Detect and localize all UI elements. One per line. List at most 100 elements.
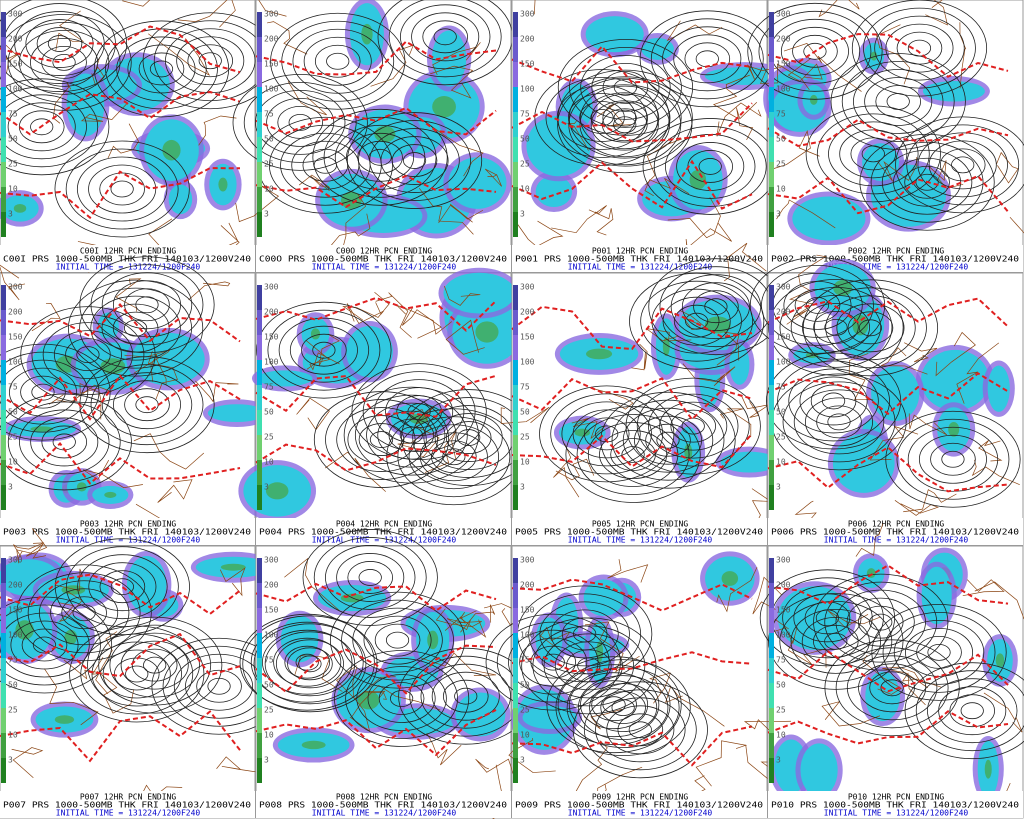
scale-label: 10 [520, 731, 530, 740]
pressure-contour [528, 593, 642, 675]
pressure-contour [802, 279, 939, 377]
pressure-contour [289, 325, 358, 375]
pressure-contour [565, 406, 701, 503]
pressure-contour [368, 148, 392, 166]
map-boundary [959, 22, 967, 89]
thickness-line [511, 44, 753, 84]
initial-time: INITIAL TIME = 131224/1200F240 [312, 809, 457, 818]
scale-swatch [257, 162, 262, 187]
map-panel: 300 200 150 100 75 50 25 10 3 P003 12HR PCN ENDIN… [0, 256, 271, 581]
scale-label: 75 [8, 110, 18, 119]
pressure-contour [704, 298, 728, 316]
pressure-contour [803, 42, 827, 60]
thickness-line [767, 650, 1009, 693]
thickness-line [767, 33, 1009, 78]
map-boundary [855, 523, 884, 557]
scale-swatch [769, 335, 774, 360]
scale-label: 75 [776, 110, 786, 119]
pressure-contour [628, 721, 652, 739]
pressure-contour [101, 372, 193, 438]
pressure-contour [187, 44, 234, 78]
precip-core [162, 139, 181, 161]
pressure-contour [610, 438, 656, 471]
scale-label: 100 [264, 85, 279, 94]
scale-swatch [513, 162, 518, 187]
pressure-contour [0, 359, 89, 425]
precip-core [662, 337, 670, 357]
thickness-line [767, 564, 1009, 606]
scale-swatch [1, 410, 6, 435]
panel-subtitle: P008 PRS 1000-500MB THK FRI 140103/1200V… [259, 801, 507, 810]
scale-label: 10 [8, 458, 18, 467]
precip-core [76, 482, 87, 492]
scale-label: 25 [8, 706, 18, 715]
scale-swatch [1, 87, 6, 112]
pressure-contour [79, 256, 215, 354]
pressure-contour [846, 655, 938, 721]
map-boundary [296, 397, 330, 431]
scale-swatch [513, 583, 518, 608]
pressure-contour [895, 116, 1024, 214]
scale-swatch [1, 435, 6, 460]
scale-label: 150 [776, 606, 791, 615]
map-boundary [430, 65, 474, 99]
pressure-contour [303, 36, 372, 86]
pressure-contour [532, 625, 646, 707]
precip-area [871, 366, 920, 421]
pressure-contour [124, 388, 170, 422]
map-mask [768, 518, 1023, 545]
precip-core [104, 491, 117, 498]
map-boundary [752, 576, 782, 615]
thickness-line [767, 297, 1009, 328]
scale-label: 300 [264, 10, 279, 19]
precip-area [455, 692, 506, 737]
scale-label: 100 [776, 358, 791, 367]
scale-label: 3 [520, 756, 525, 765]
pressure-contour [556, 85, 648, 150]
pressure-contour [325, 399, 438, 480]
scale-swatch [1, 608, 6, 633]
pressure-contour [287, 647, 333, 681]
pressure-contour [0, 612, 90, 678]
scale-swatch [513, 335, 518, 360]
map-boundary [869, 425, 919, 461]
pressure-contour [673, 34, 742, 84]
scale-label: 25 [8, 160, 18, 169]
pressure-contour [904, 662, 1024, 760]
map-boundary [508, 737, 556, 773]
pressure-contour [50, 588, 119, 638]
pressure-contour [243, 82, 357, 163]
pressure-contour [782, 585, 873, 651]
thickness-line [511, 305, 753, 351]
pressure-contour [0, 0, 128, 92]
thickness-line [255, 174, 497, 209]
pressure-contour [442, 679, 489, 713]
initial-time: INITIAL TIME = 131224/1200F240 [312, 263, 457, 272]
pressure-contour [749, 256, 886, 354]
map-boundary [787, 58, 823, 82]
pressure-contour [835, 647, 949, 729]
pressure-contour [21, 628, 68, 662]
pressure-contour [411, 12, 480, 62]
pressure-contour [580, 680, 649, 730]
pressure-contour [893, 619, 985, 685]
thickness-line [0, 25, 241, 74]
map-boundary [712, 74, 750, 119]
map-boundary [935, 331, 976, 377]
pressure-contour [864, 77, 933, 126]
scale-swatch [513, 658, 518, 683]
pressure-contour [788, 368, 879, 434]
thickness-line [511, 377, 753, 421]
pressure-contour [54, 538, 190, 636]
pressure-contour [579, 101, 625, 134]
precip-area [66, 73, 105, 137]
pressure-contour [239, 613, 375, 711]
pressure-contour [341, 599, 454, 681]
map-boundary [195, 380, 239, 403]
map-boundary [54, 568, 84, 592]
pressure-contour [207, 677, 231, 695]
scale-label: 75 [8, 656, 18, 665]
panel-subtitle: C00O PRS 1000-500MB THK FRI 140103/1200V… [259, 255, 507, 264]
pressure-contour [853, 69, 944, 134]
pressure-contour [0, 596, 113, 694]
